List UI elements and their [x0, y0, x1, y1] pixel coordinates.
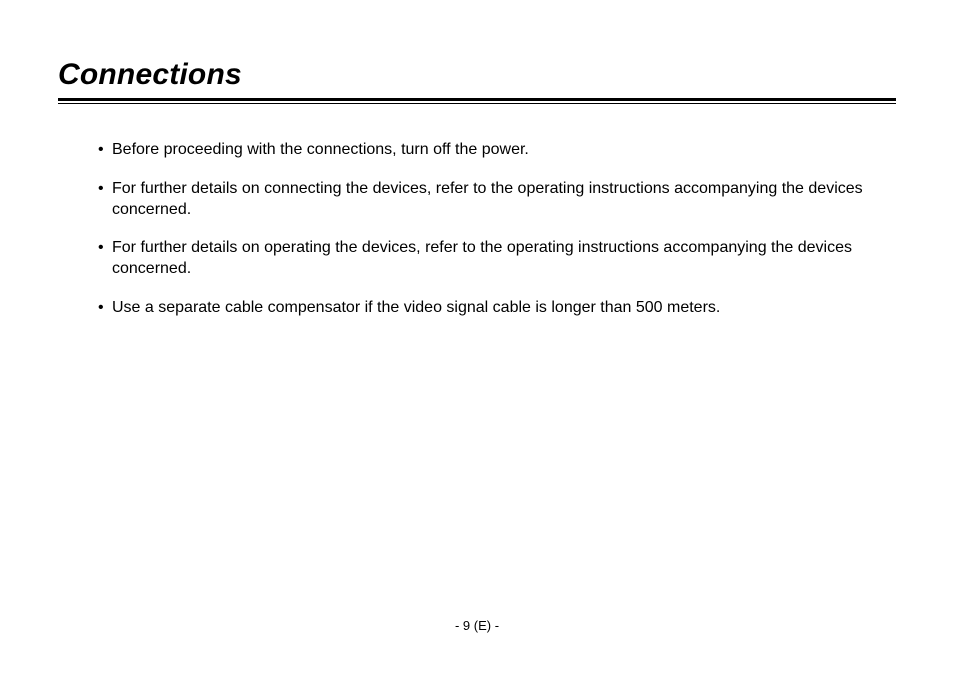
list-item: For further details on operating the dev… — [98, 238, 888, 280]
title-rule — [58, 98, 896, 104]
bullet-list: Before proceeding with the connections, … — [98, 140, 888, 319]
list-item: Before proceeding with the connections, … — [98, 140, 888, 161]
page: Connections Before proceeding with the c… — [0, 0, 954, 673]
page-footer: - 9 (E) - — [0, 618, 954, 633]
list-item: For further details on connecting the de… — [98, 179, 888, 221]
page-title: Connections — [58, 58, 896, 92]
list-item: Use a separate cable compensator if the … — [98, 298, 888, 319]
